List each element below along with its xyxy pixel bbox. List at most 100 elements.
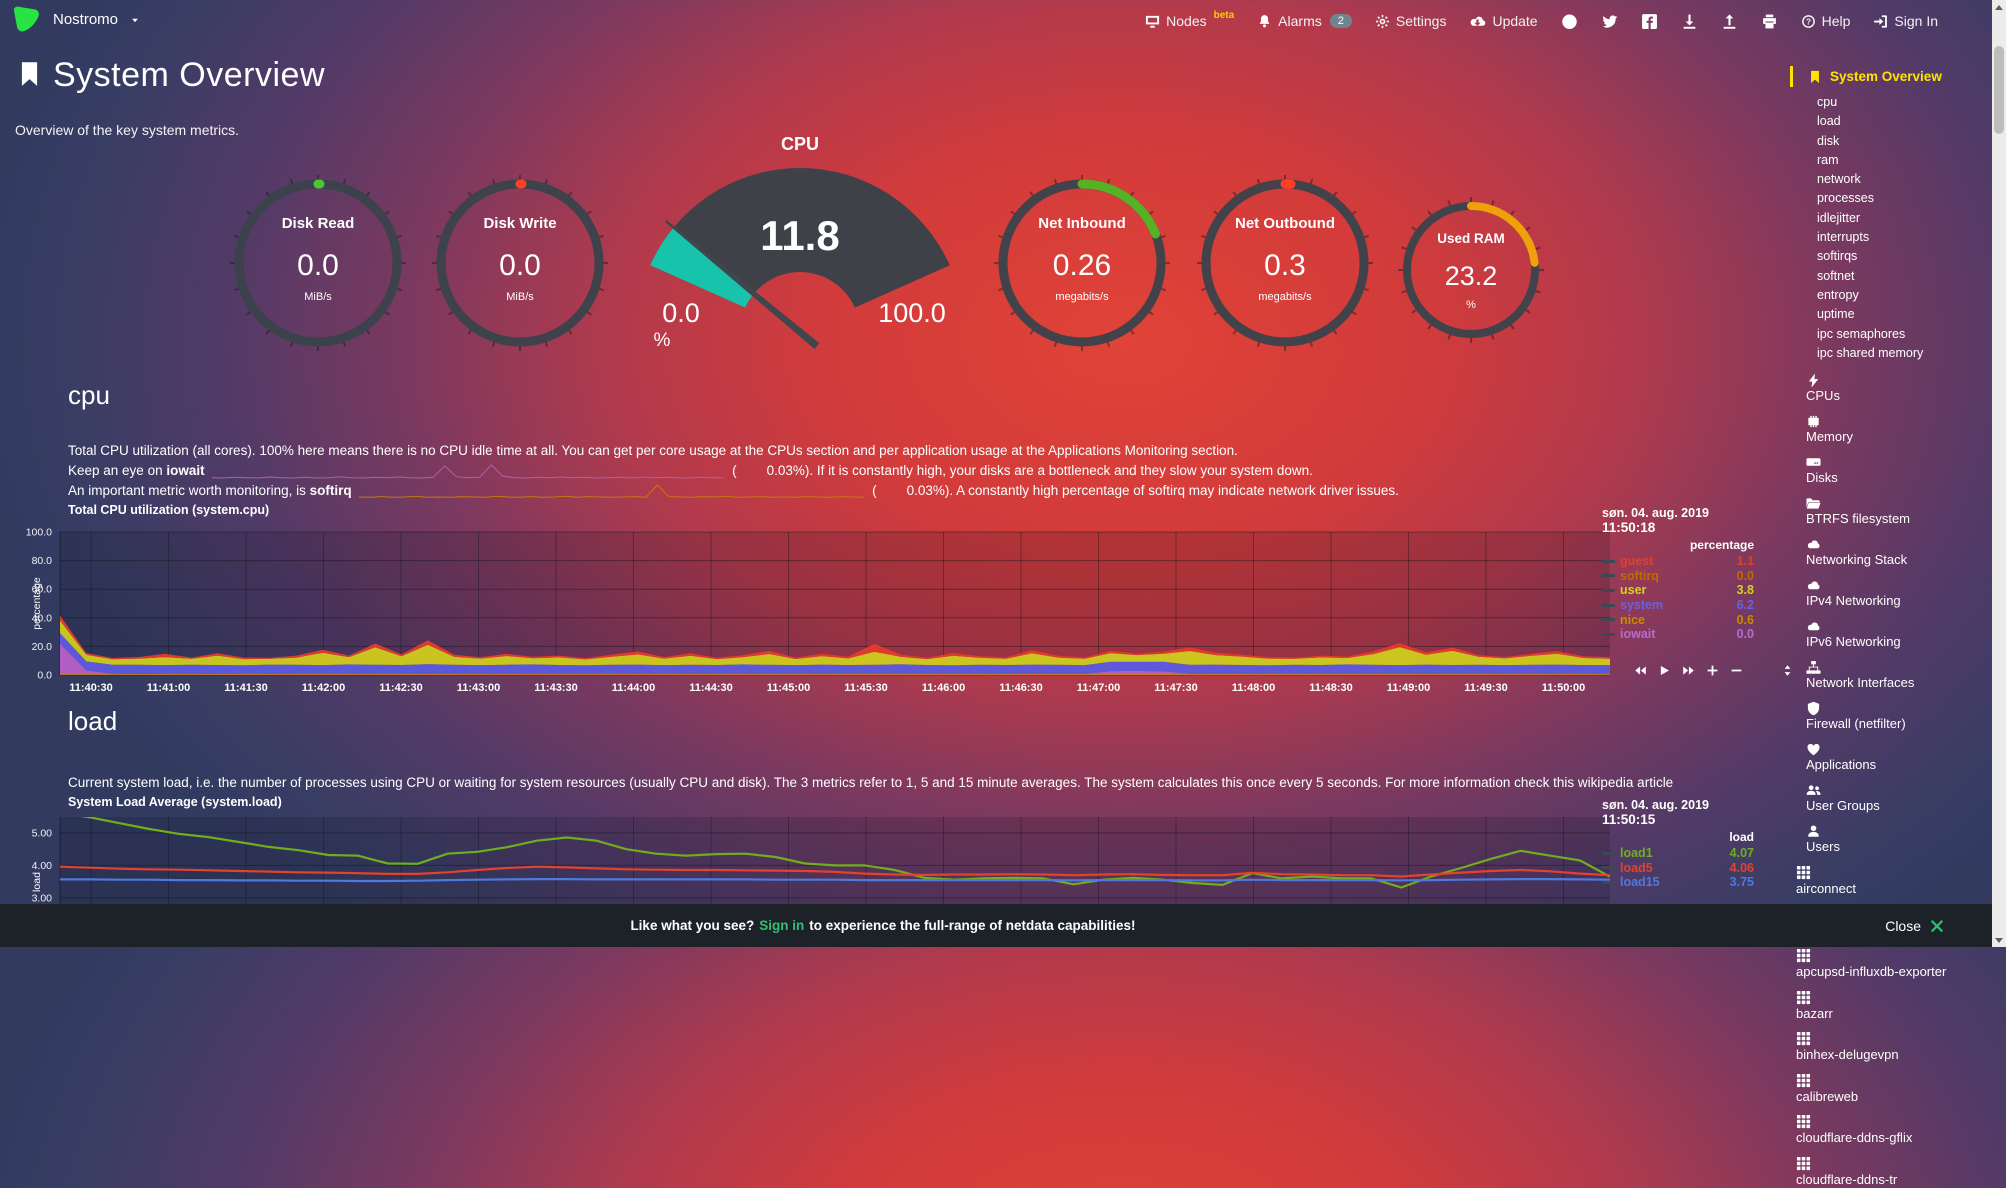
sidebar-item-ipv4-networking[interactable]: IPv4 Networking (1790, 578, 1992, 609)
gauge-net-inbound[interactable]: Net Inbound 0.26 megabits/s (992, 173, 1172, 353)
legend-units: load (1729, 830, 1754, 844)
legend-row-load1[interactable]: load1 4.07 (1602, 846, 1754, 861)
export-snapshot-icon[interactable] (1681, 13, 1698, 30)
sidebar-item-user-groups[interactable]: User Groups (1790, 783, 1992, 814)
legend-date: søn. 04. aug. 2019 (1602, 798, 1709, 812)
github-icon[interactable] (1561, 13, 1578, 30)
sidebar-item-label: Firewall (netfilter) (1806, 716, 1906, 732)
hostname: Nostromo (53, 11, 119, 28)
legend-row-load15[interactable]: load15 3.75 (1602, 875, 1754, 890)
sidebar-subitem-uptime[interactable]: uptime (1817, 307, 1855, 322)
print-icon[interactable] (1761, 13, 1778, 30)
nodes-button[interactable]: Nodes beta (1145, 10, 1234, 29)
pan-forward-button[interactable] (1682, 664, 1695, 677)
svg-text:11:42:30: 11:42:30 (379, 682, 422, 694)
legend-row-system[interactable]: system 6.2 (1602, 598, 1754, 613)
sidebar-subitem-ipc-semaphores[interactable]: ipc semaphores (1817, 326, 1906, 341)
users-icon (1806, 783, 1988, 798)
signin-button[interactable]: Sign In (1873, 13, 1938, 29)
sidebar-item-apcupsd-influxdb-exporter[interactable]: apcupsd-influxdb-exporter (1790, 948, 1992, 980)
sidebar-subitem-network[interactable]: network (1817, 172, 1861, 187)
sidebar-item-ipv6-networking[interactable]: IPv6 Networking (1790, 619, 1992, 650)
sidebar-subitem-softirqs[interactable]: softirqs (1817, 249, 1858, 264)
sidebar-item-btrfs-filesystem[interactable]: BTRFS filesystem (1790, 496, 1992, 527)
pan-backward-button[interactable] (1634, 664, 1647, 677)
sidebar-subitem-cpu[interactable]: cpu (1817, 95, 1838, 109)
legend-row-user[interactable]: user 3.8 (1602, 583, 1754, 598)
twitter-icon[interactable] (1601, 13, 1618, 30)
cpu-chart[interactable]: 11:40:30 11:41:00 11:41:30 11:42:00 11:42:30… (0, 517, 1790, 703)
sidebar-subitem-softnet[interactable]: softnet (1817, 268, 1855, 283)
svg-text:11:43:00: 11:43:00 (457, 682, 500, 694)
gauge-used-ram[interactable]: Used RAM 23.2 % (1396, 195, 1546, 345)
sidebar-item-networking-stack[interactable]: Networking Stack (1790, 537, 1992, 568)
signin-link[interactable]: Sign in (759, 918, 805, 933)
scroll-up-arrow[interactable] (1992, 0, 2006, 14)
gauge-units: megabits/s (1258, 291, 1312, 303)
sidebar-subitem-load[interactable]: load (1817, 114, 1841, 129)
sidebar-subitem-ram[interactable]: ram (1817, 152, 1839, 167)
sidebar-item-memory[interactable]: Memory (1790, 414, 1992, 445)
sidebar-item-cloudflare-ddns-tr[interactable]: cloudflare-ddns-tr (1790, 1156, 1992, 1188)
legend-row-softirq[interactable]: softirq 0.0 (1602, 569, 1754, 584)
legend-row-load5[interactable]: load5 4.06 (1602, 861, 1754, 876)
gauge-min: 0.0 (662, 298, 700, 328)
sidebar-item-applications[interactable]: Applications (1790, 742, 1992, 773)
sidebar-item-disks[interactable]: Disks (1790, 455, 1992, 486)
sidebar-item-bazarr[interactable]: bazarr (1790, 990, 1992, 1022)
gauge-disk-write[interactable]: Disk Write 0.0 MiB/s (430, 173, 610, 353)
alarms-button[interactable]: Alarms 2 (1257, 13, 1352, 29)
sidebar-item-cpus[interactable]: CPUs (1790, 373, 1992, 404)
scroll-down-arrow[interactable] (1992, 933, 2006, 947)
scrollbar-thumb[interactable] (1994, 46, 2004, 134)
zoom-in-button[interactable] (1706, 664, 1719, 677)
sidebar-subitem-entropy[interactable]: entropy (1817, 287, 1859, 302)
sidebar-subitem-ipc-shared-memory[interactable]: ipc shared memory (1817, 345, 1924, 360)
svg-text:11:44:30: 11:44:30 (689, 682, 732, 694)
legend-date: søn. 04. aug. 2019 (1602, 506, 1709, 520)
gauge-units: MiB/s (506, 291, 534, 303)
svg-text:11:48:30: 11:48:30 (1309, 682, 1352, 694)
resize-handle[interactable] (1781, 664, 1794, 677)
sidebar-item-cloudflare-ddns-gflix[interactable]: cloudflare-ddns-gflix (1790, 1114, 1992, 1146)
update-button[interactable]: Update (1469, 13, 1538, 30)
legend-row-nice[interactable]: nice 0.6 (1602, 612, 1754, 627)
sidebar-item-label: cloudflare-ddns-tr (1796, 1171, 1898, 1187)
sidebar-item-label: CPUs (1806, 388, 1840, 404)
legend-dash-icon (1602, 559, 1615, 563)
gauge-max: 100.0 (878, 298, 946, 328)
sidebar-item-users[interactable]: Users (1790, 824, 1992, 855)
alarm-count-badge: 2 (1329, 14, 1352, 28)
sidebar-subitem-disk[interactable]: disk (1817, 133, 1840, 148)
svg-text:100.0: 100.0 (26, 527, 52, 539)
sidebar-subitem-idlejitter[interactable]: idlejitter (1817, 210, 1861, 225)
gauge-disk-read[interactable]: Disk Read 0.0 MiB/s (228, 173, 408, 353)
play-button[interactable] (1658, 664, 1671, 677)
gear-icon (1375, 14, 1390, 29)
sidebar-item-label: airconnect (1796, 881, 1856, 897)
settings-button[interactable]: Settings (1375, 13, 1446, 29)
help-button[interactable]: ? Help (1801, 13, 1850, 29)
sidebar-item-network-interfaces[interactable]: Network Interfaces (1790, 660, 1992, 691)
sidebar-item-system-overview[interactable]: System Overview (1790, 66, 1992, 87)
legend-row-guest[interactable]: guest 1.1 (1602, 554, 1754, 569)
zoom-out-button[interactable] (1730, 664, 1743, 677)
gauge-net-outbound[interactable]: Net Outbound 0.3 megabits/s (1195, 173, 1375, 353)
cloud-icon (1806, 578, 1988, 593)
legend-value: 1.1 (1736, 554, 1754, 569)
sidebar-subitem-processes[interactable]: processes (1817, 191, 1874, 206)
close-button[interactable]: Close (1885, 904, 1944, 947)
svg-text:11:47:00: 11:47:00 (1077, 682, 1120, 694)
sidebar-subitem-interrupts[interactable]: interrupts (1817, 230, 1870, 245)
gauge-cpu[interactable]: CPU 11.8 0.0 100.0 % (650, 130, 950, 370)
import-snapshot-icon[interactable] (1721, 13, 1738, 30)
sidebar-item-binhex-delugevpn[interactable]: binhex-delugevpn (1790, 1031, 1992, 1063)
sidebar-item-calibreweb[interactable]: calibreweb (1790, 1073, 1992, 1105)
page-scrollbar (1992, 0, 2006, 947)
sidebar-item-firewall-netfilter-[interactable]: Firewall (netfilter) (1790, 701, 1992, 732)
sidebar-item-airconnect[interactable]: airconnect (1790, 865, 1992, 897)
brand-menu[interactable]: Nostromo (10, 4, 140, 35)
legend-value: 0.0 (1736, 627, 1754, 642)
facebook-icon[interactable] (1641, 13, 1658, 30)
legend-row-iowait[interactable]: iowait 0.0 (1602, 627, 1754, 642)
